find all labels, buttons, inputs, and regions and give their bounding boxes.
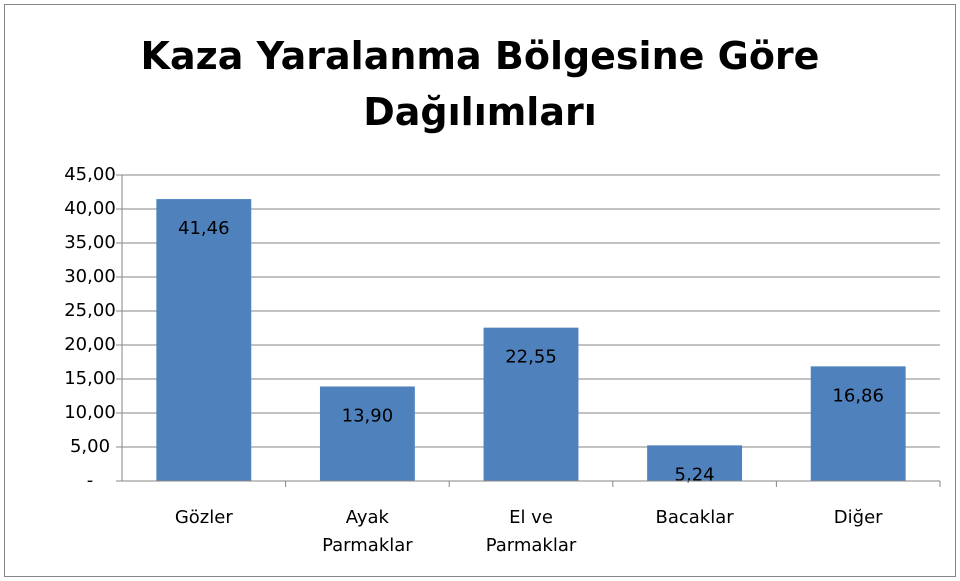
y-tick-label: - [87, 470, 94, 491]
y-tick-label: 45,00 [64, 164, 116, 185]
value-label: 13,90 [342, 405, 394, 426]
bar [156, 199, 252, 481]
y-tick-label: 30,00 [64, 266, 116, 287]
y-tick-label: 40,00 [64, 198, 116, 219]
y-tick-label: 35,00 [64, 232, 116, 253]
value-label: 22,55 [505, 347, 557, 368]
y-tick-label: 20,00 [64, 334, 116, 355]
bar [810, 366, 906, 481]
value-label: 5,24 [675, 464, 715, 485]
value-label: 41,46 [178, 218, 230, 239]
x-tick-label: Bacaklar [655, 507, 734, 528]
bar [647, 445, 743, 481]
x-tick-label: Gözler [174, 507, 233, 528]
bar [483, 327, 579, 481]
chart-title: Kaza Yaralanma Bölgesine Göre Dağılımlar… [140, 34, 820, 134]
x-tick-label: Diğer [833, 507, 883, 528]
y-tick-label: 5,00 [70, 436, 110, 457]
y-tick-label: 10,00 [64, 402, 116, 423]
x-tick-label: Ayak Parmaklar [322, 507, 413, 556]
bar [319, 386, 415, 481]
value-label: 16,86 [832, 385, 884, 406]
x-tick-label: El ve Parmaklar [485, 507, 577, 556]
y-tick-label: 25,00 [64, 300, 116, 321]
y-tick-label: 15,00 [64, 368, 116, 389]
